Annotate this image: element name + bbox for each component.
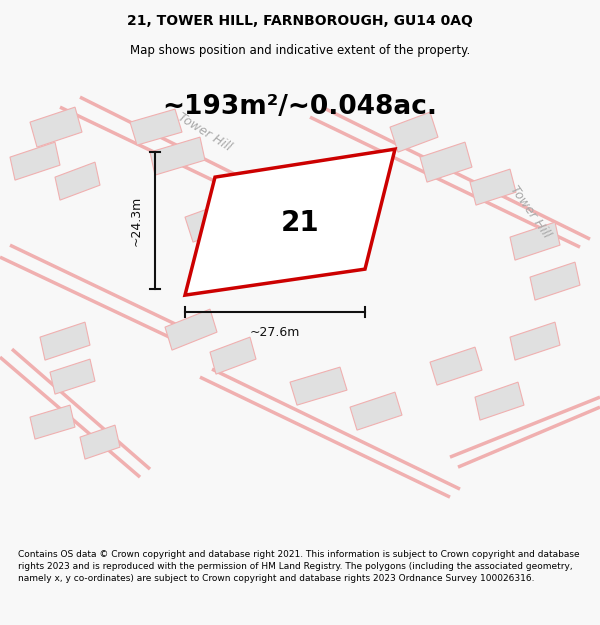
- Text: ~193m²/~0.048ac.: ~193m²/~0.048ac.: [163, 94, 437, 120]
- Polygon shape: [130, 109, 182, 145]
- Polygon shape: [510, 322, 560, 360]
- Polygon shape: [470, 169, 516, 205]
- Polygon shape: [390, 112, 438, 152]
- Polygon shape: [30, 405, 75, 439]
- Text: Tower Hill: Tower Hill: [176, 111, 234, 154]
- Polygon shape: [185, 197, 248, 242]
- Text: ~27.6m: ~27.6m: [250, 326, 300, 339]
- Polygon shape: [475, 382, 524, 420]
- Polygon shape: [30, 107, 82, 147]
- Polygon shape: [55, 162, 100, 200]
- Polygon shape: [165, 309, 217, 350]
- Polygon shape: [80, 425, 120, 459]
- Polygon shape: [510, 222, 560, 260]
- Polygon shape: [290, 367, 347, 405]
- Polygon shape: [530, 262, 580, 300]
- Text: 21: 21: [281, 209, 319, 237]
- Polygon shape: [40, 322, 90, 360]
- Text: 21, TOWER HILL, FARNBOROUGH, GU14 0AQ: 21, TOWER HILL, FARNBOROUGH, GU14 0AQ: [127, 14, 473, 28]
- Text: ~24.3m: ~24.3m: [130, 196, 143, 246]
- Text: Tower Hill: Tower Hill: [507, 184, 553, 241]
- Polygon shape: [210, 337, 256, 374]
- Polygon shape: [50, 359, 95, 394]
- Polygon shape: [430, 347, 482, 385]
- Polygon shape: [150, 137, 205, 175]
- Polygon shape: [350, 392, 402, 430]
- Polygon shape: [185, 149, 395, 295]
- Polygon shape: [10, 142, 60, 180]
- Polygon shape: [420, 142, 472, 182]
- Text: Map shows position and indicative extent of the property.: Map shows position and indicative extent…: [130, 44, 470, 57]
- Text: Contains OS data © Crown copyright and database right 2021. This information is : Contains OS data © Crown copyright and d…: [18, 550, 580, 582]
- Polygon shape: [240, 222, 303, 267]
